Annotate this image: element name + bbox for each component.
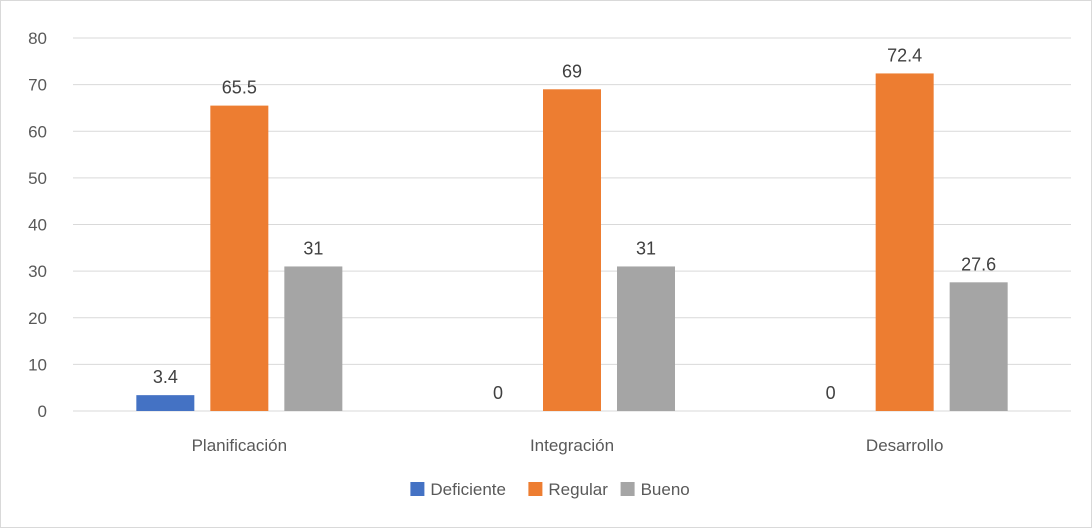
- legend-swatch: [620, 482, 635, 496]
- y-tick-label: 70: [28, 76, 47, 95]
- data-label: 72.4: [887, 45, 922, 65]
- data-label: 27.6: [961, 254, 996, 274]
- bar-deficiente-1: [136, 395, 195, 411]
- y-tick-label: 20: [28, 309, 47, 328]
- legend: Deficiente Regular Bueno: [410, 480, 690, 499]
- category-label: Desarrollo: [866, 436, 943, 455]
- legend-label: Bueno: [641, 480, 690, 499]
- data-label: 0: [493, 383, 503, 403]
- legend-item-bueno: Bueno: [620, 480, 690, 499]
- bar-regular-2: [543, 89, 601, 411]
- y-tick-label: 10: [28, 355, 47, 374]
- bar-bueno-1: [284, 266, 343, 411]
- y-tick-label: 80: [28, 29, 47, 48]
- legend-swatch: [410, 482, 425, 496]
- bar-regular-1: [210, 105, 269, 411]
- y-tick-label: 60: [28, 122, 47, 141]
- bar-bueno-3: [949, 282, 1008, 411]
- legend-label: Regular: [548, 480, 608, 499]
- legend-item-deficiente: Deficiente: [410, 480, 506, 499]
- data-label: 3.4: [153, 367, 178, 387]
- y-tick-label: 30: [28, 262, 47, 281]
- data-label: 0: [826, 383, 836, 403]
- legend-swatch: [528, 482, 543, 496]
- y-tick-label: 40: [28, 216, 47, 235]
- data-label: 31: [303, 238, 323, 258]
- data-labels: 3.4 65.5 31 0 69 31 0 72.4 27.6: [153, 45, 996, 403]
- data-label: 31: [636, 238, 656, 258]
- legend-label: Deficiente: [430, 480, 506, 499]
- y-axis-tick-labels: 0 10 20 30 40 50 60 70 80: [28, 29, 47, 421]
- data-label: 69: [562, 61, 582, 81]
- bar-regular-3: [875, 73, 934, 411]
- category-label: Planificación: [192, 436, 287, 455]
- y-tick-label: 0: [38, 402, 47, 421]
- bars: [136, 73, 1008, 411]
- x-axis-category-labels: Planificación Integración Desarrollo: [192, 436, 944, 455]
- y-tick-label: 50: [28, 169, 47, 188]
- legend-item-regular: Regular: [528, 480, 608, 499]
- category-label: Integración: [530, 436, 614, 455]
- bar-bueno-2: [617, 266, 675, 411]
- data-label: 65.5: [222, 78, 257, 98]
